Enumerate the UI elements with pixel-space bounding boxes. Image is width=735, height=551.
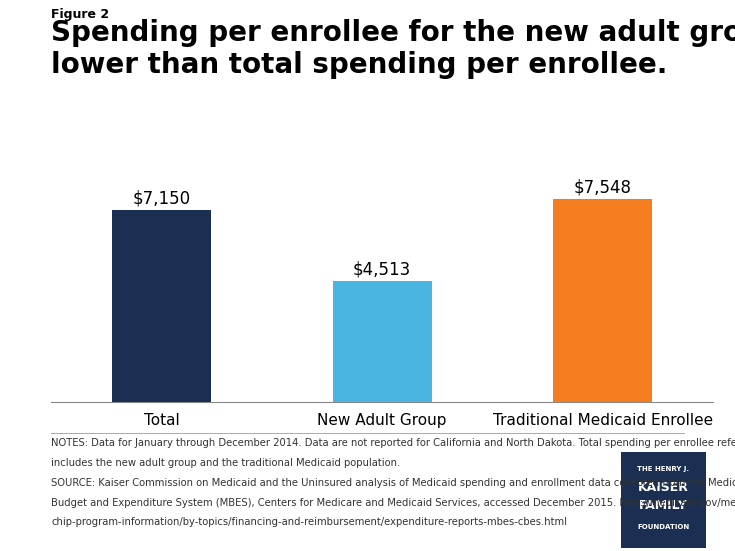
Text: FAMILY: FAMILY	[639, 499, 688, 512]
Text: $7,548: $7,548	[574, 179, 631, 197]
Text: Budget and Expenditure System (MBES), Centers for Medicare and Medicaid Services: Budget and Expenditure System (MBES), Ce…	[51, 498, 735, 507]
Bar	[332, 280, 431, 402]
Text: Figure 2: Figure 2	[51, 8, 110, 21]
Text: THE HENRY J.: THE HENRY J.	[637, 466, 689, 472]
Text: includes the new adult group and the traditional Medicaid population.: includes the new adult group and the tra…	[51, 458, 401, 468]
Text: FOUNDATION: FOUNDATION	[637, 524, 689, 530]
Text: SOURCE: Kaiser Commission on Medicaid and the Uninsured analysis of Medicaid spe: SOURCE: Kaiser Commission on Medicaid an…	[51, 478, 735, 488]
Text: chip-program-information/by-topics/financing-and-reimbursement/expenditure-repor: chip-program-information/by-topics/finan…	[51, 517, 567, 527]
Text: $7,150: $7,150	[132, 190, 191, 208]
Bar	[112, 209, 212, 402]
Text: NOTES: Data for January through December 2014. Data are not reported for Califor: NOTES: Data for January through December…	[51, 438, 735, 448]
Text: Spending per enrollee for the new adult group was much
lower than total spending: Spending per enrollee for the new adult …	[51, 19, 735, 79]
Text: $4,513: $4,513	[353, 261, 412, 278]
Bar	[553, 199, 652, 402]
Text: KAISER: KAISER	[638, 481, 689, 494]
